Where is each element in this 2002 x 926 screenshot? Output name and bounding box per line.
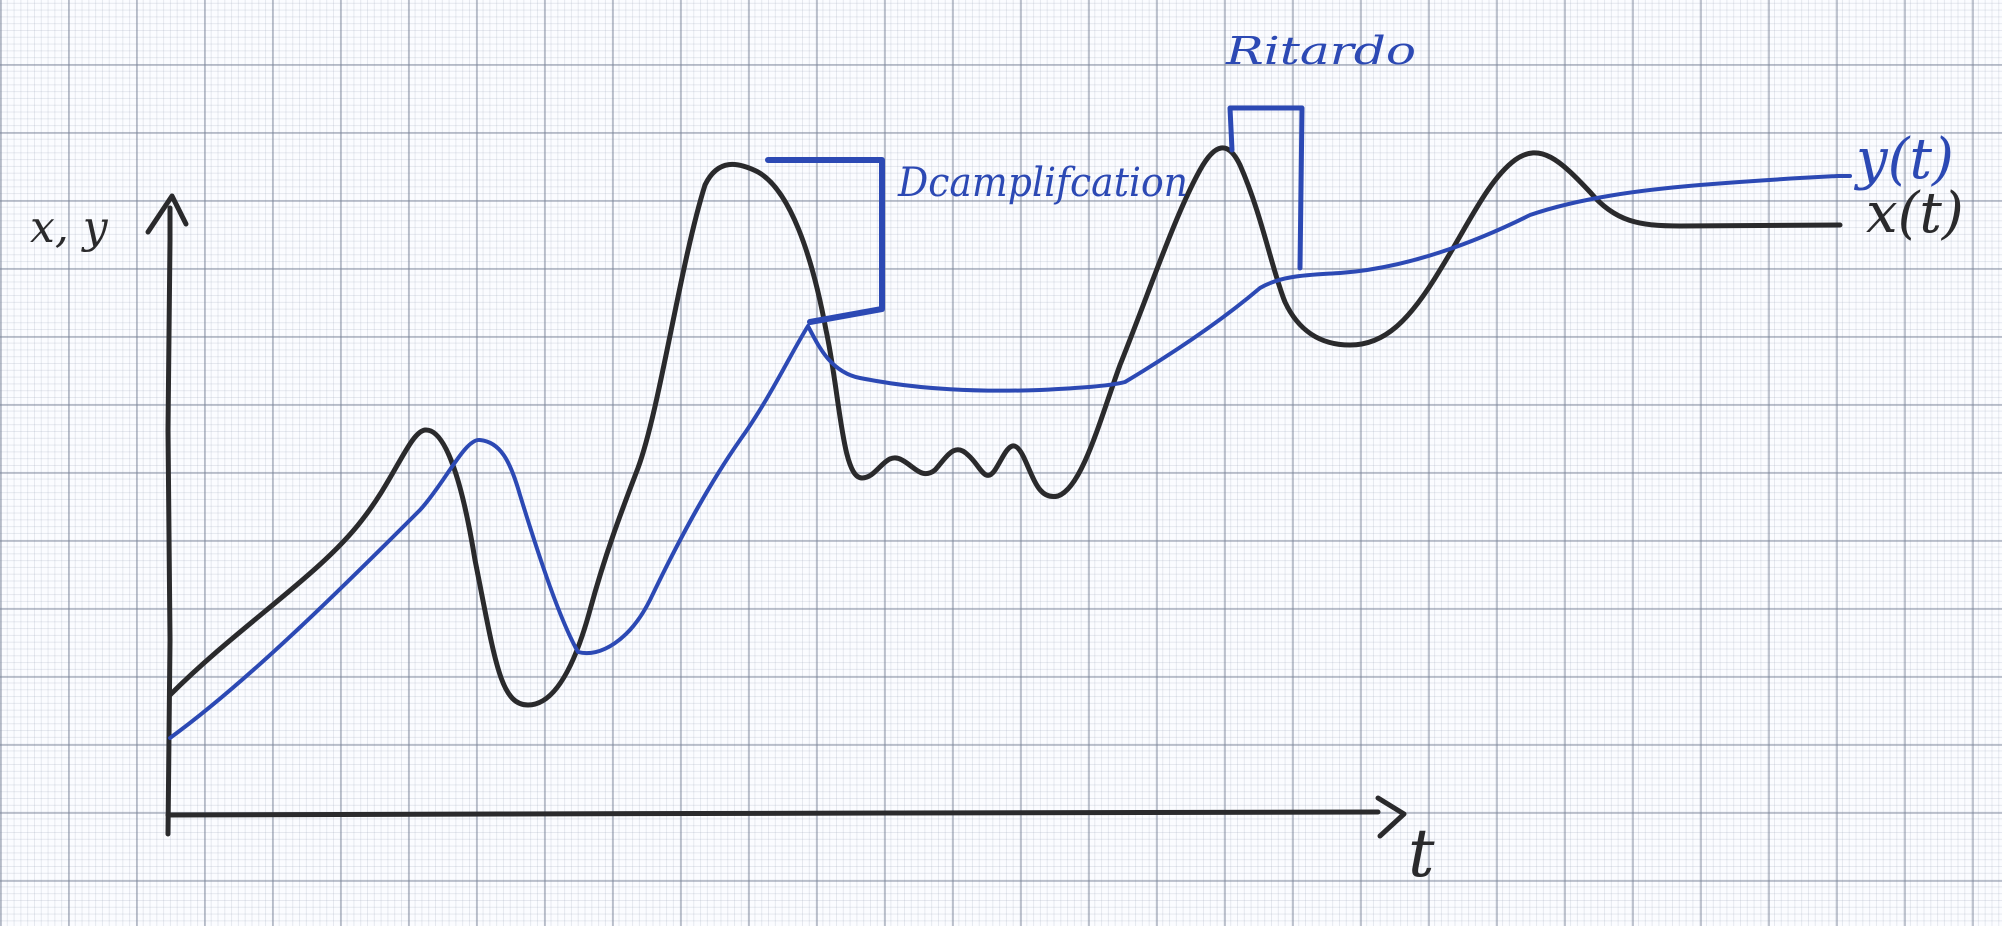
y-axis xyxy=(165,205,173,837)
x-axis-arrowhead xyxy=(1375,795,1407,839)
y-axis-arrowhead xyxy=(145,193,189,235)
blue-curve-y xyxy=(168,174,1840,740)
x-axis-label: t xyxy=(1408,815,1435,892)
damping-bracket xyxy=(765,157,885,325)
y-axis-label: x, y xyxy=(30,202,109,253)
black-curve-label: x(t) xyxy=(1866,181,1964,246)
x-axis xyxy=(165,809,1381,818)
blue-curve-label: y(t) xyxy=(1853,127,1954,192)
damping-annotation: Dcamplifcation xyxy=(897,160,1188,206)
axes xyxy=(145,193,1407,839)
delay-bracket xyxy=(1227,105,1305,271)
black-curve-x xyxy=(167,145,1843,708)
delay-annotation: Ritardo xyxy=(1225,29,1416,73)
